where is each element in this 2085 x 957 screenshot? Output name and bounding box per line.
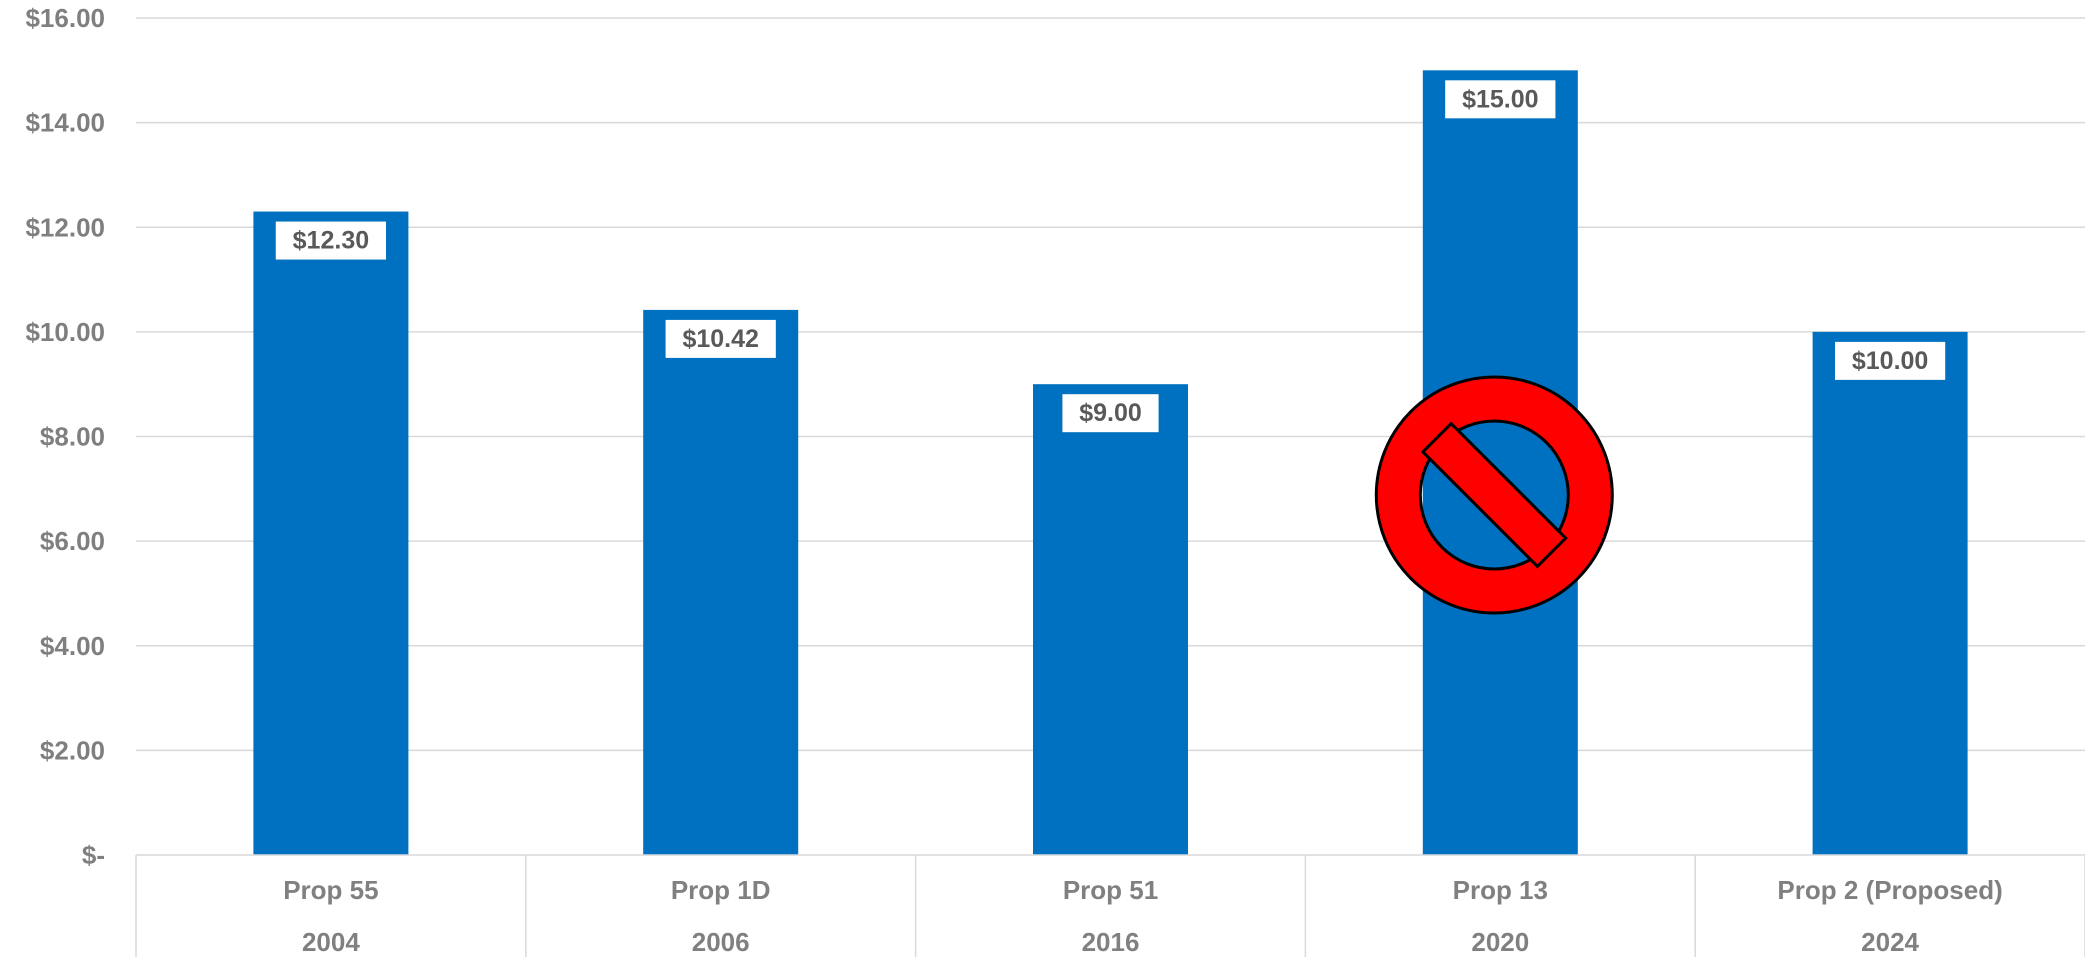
data-label-box: [665, 319, 776, 358]
data-label-box: [1834, 341, 1946, 380]
data-label: $9.00: [1079, 399, 1142, 427]
prohibition-icon: [1374, 375, 1614, 615]
data-label-box: [275, 221, 387, 260]
data-label-box: [1062, 394, 1159, 433]
bar: [1033, 384, 1188, 855]
data-label: $10.42: [682, 325, 758, 353]
category-year-label: 2006: [692, 927, 750, 957]
data-label-box: [1445, 80, 1556, 119]
data-labels: $12.30 $10.42 $9.00 $15.00 $10.00: [275, 80, 1946, 433]
category-label: Prop 55: [283, 875, 378, 905]
y-axis-tick-labels: $- $2.00 $4.00 $6.00 $8.00 $10.00 $12.00 $14.00…: [25, 3, 105, 870]
x-axis: Prop 55 2004 Prop 1D 2006 Prop 51 2016 Prop 13…: [135, 854, 2085, 957]
y-tick-label: $8.00: [40, 422, 105, 452]
category-label: Prop 2 (Proposed): [1777, 875, 2002, 905]
bar: [1812, 331, 1968, 855]
bar: [253, 211, 409, 855]
data-label: $12.30: [293, 227, 369, 255]
prohibition-slash: [1420, 421, 1568, 569]
y-tick-label: $6.00: [40, 526, 105, 556]
y-tick-label: $12.00: [25, 212, 105, 242]
bar: [643, 309, 799, 855]
y-tick-label: $4.00: [40, 631, 105, 661]
y-tick-label: $-: [82, 840, 105, 870]
category-label: Prop 51: [1063, 875, 1158, 905]
category-year-label: 2004: [302, 927, 360, 957]
y-tick-label: $10.00: [25, 317, 105, 347]
y-tick-label: $16.00: [25, 3, 105, 33]
y-tick-label: $14.00: [25, 108, 105, 138]
y-tick-label: $2.00: [40, 735, 105, 765]
bars: [253, 70, 1968, 855]
data-label: $10.00: [1852, 347, 1928, 375]
annotations: [1374, 375, 1614, 615]
category-label: Prop 13: [1453, 875, 1548, 905]
category-year-label: 2016: [1082, 927, 1140, 957]
category-year-label: 2020: [1471, 927, 1529, 957]
category-year-label: 2024: [1861, 927, 1919, 957]
data-label: $15.00: [1462, 85, 1538, 113]
category-label: Prop 1D: [671, 875, 771, 905]
